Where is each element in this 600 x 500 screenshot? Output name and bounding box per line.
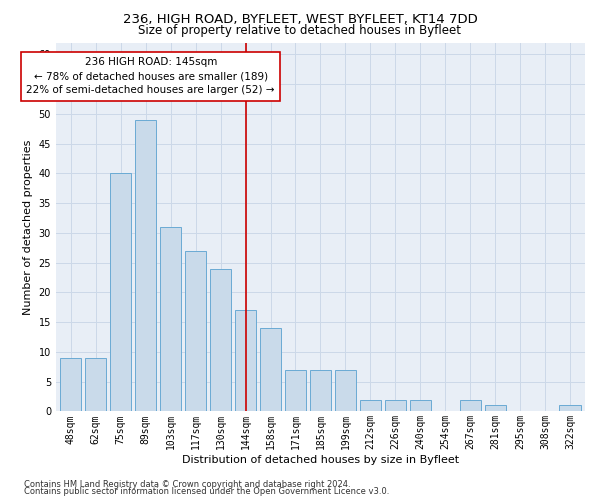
- Bar: [185, 251, 206, 412]
- Bar: [135, 120, 157, 412]
- Bar: [410, 400, 431, 411]
- Bar: [485, 406, 506, 411]
- Text: 236 HIGH ROAD: 145sqm
← 78% of detached houses are smaller (189)
22% of semi-det: 236 HIGH ROAD: 145sqm ← 78% of detached …: [26, 58, 275, 96]
- Text: Contains HM Land Registry data © Crown copyright and database right 2024.: Contains HM Land Registry data © Crown c…: [24, 480, 350, 489]
- Bar: [210, 268, 231, 412]
- Bar: [85, 358, 106, 412]
- X-axis label: Distribution of detached houses by size in Byfleet: Distribution of detached houses by size …: [182, 455, 459, 465]
- Bar: [60, 358, 82, 412]
- Bar: [559, 406, 581, 411]
- Bar: [260, 328, 281, 411]
- Bar: [235, 310, 256, 412]
- Bar: [110, 174, 131, 412]
- Bar: [460, 400, 481, 411]
- Bar: [285, 370, 306, 412]
- Text: Contains public sector information licensed under the Open Government Licence v3: Contains public sector information licen…: [24, 487, 389, 496]
- Text: 236, HIGH ROAD, BYFLEET, WEST BYFLEET, KT14 7DD: 236, HIGH ROAD, BYFLEET, WEST BYFLEET, K…: [122, 12, 478, 26]
- Bar: [360, 400, 381, 411]
- Bar: [335, 370, 356, 412]
- Y-axis label: Number of detached properties: Number of detached properties: [23, 140, 33, 314]
- Bar: [310, 370, 331, 412]
- Text: Size of property relative to detached houses in Byfleet: Size of property relative to detached ho…: [139, 24, 461, 37]
- Bar: [385, 400, 406, 411]
- Bar: [160, 227, 181, 412]
